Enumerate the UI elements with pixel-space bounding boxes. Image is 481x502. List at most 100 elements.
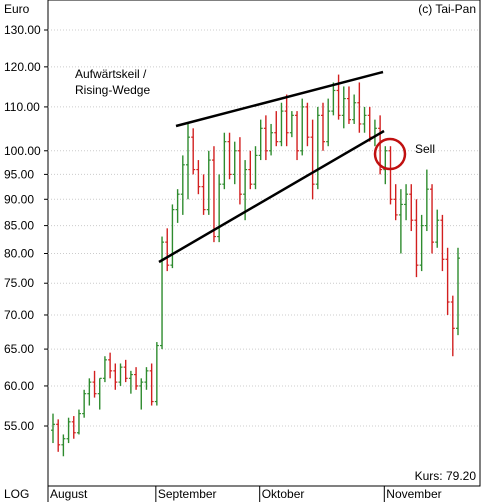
- ohlc-bar: [128, 370, 133, 394]
- ohlc-bar: [295, 111, 300, 161]
- ohlc-bar: [414, 199, 419, 278]
- sell-signal-label: Sell: [415, 142, 435, 156]
- ohlc-bar: [398, 189, 403, 254]
- lower-wedge-trendline: [158, 129, 385, 264]
- upper-wedge-trendline: [175, 70, 384, 128]
- ohlc-bar: [404, 184, 409, 221]
- ohlc-bar: [196, 160, 201, 195]
- ohlc-bar: [310, 119, 315, 200]
- ohlc-bar: [253, 146, 258, 190]
- ohlc-bar: [269, 123, 274, 156]
- month-label: Oktober: [262, 487, 305, 501]
- ohlc-bar: [383, 146, 388, 185]
- ohlc-bar: [315, 106, 320, 190]
- ohlc-bar: [222, 132, 227, 190]
- ohlc-bar: [440, 214, 445, 272]
- ohlc-bar: [92, 370, 97, 398]
- plot-frame: [47, 0, 481, 487]
- ohlc-bar: [82, 389, 87, 418]
- scale-label: LOG: [4, 487, 29, 501]
- y-tick-label: 90.00: [4, 192, 34, 206]
- ohlc-bar: [170, 204, 175, 269]
- ohlc-bar: [388, 146, 393, 205]
- ohlc-bar: [419, 214, 424, 272]
- ohlc-bar: [102, 356, 107, 383]
- ohlc-bar: [331, 82, 336, 116]
- ohlc-bar: [357, 82, 362, 133]
- copyright-label: (c) Tai-Pan: [418, 2, 476, 16]
- pattern-title-line1: Aufwärtskeil /: [75, 67, 147, 81]
- ohlc-bar: [180, 155, 185, 215]
- ohlc-bar: [450, 295, 455, 357]
- month-label: November: [386, 487, 441, 501]
- month-label: August: [50, 487, 88, 501]
- ohlc-bar: [336, 74, 341, 120]
- y-tick-label: 95.00: [4, 167, 34, 181]
- grid-lines: [48, 29, 480, 427]
- ohlc-bar: [227, 132, 232, 180]
- y-tick-label: 55.00: [4, 419, 34, 433]
- ohlc-bar: [284, 94, 289, 147]
- y-tick-label: 120.00: [4, 60, 41, 74]
- x-axis-ticks: August September Oktober November: [47, 486, 442, 502]
- ohlc-bar: [134, 367, 139, 390]
- ohlc-bar: [352, 94, 357, 124]
- ohlc-bar: [456, 247, 460, 336]
- ohlc-bar: [71, 416, 76, 439]
- ohlc-bar: [87, 378, 92, 406]
- ohlc-bar: [118, 363, 123, 386]
- ohlc-bar: [409, 184, 414, 232]
- ohlc-bar: [424, 169, 429, 232]
- ohlc-bar: [289, 111, 294, 138]
- ohlc-bar: [61, 434, 66, 457]
- ohlc-bar: [97, 377, 102, 410]
- ohlc-bar: [66, 417, 71, 444]
- ohlc-bar: [160, 236, 165, 350]
- ohlc-bar: [211, 146, 216, 243]
- ohlc-bar: [300, 98, 305, 156]
- y-tick-label: 100.00: [4, 144, 41, 158]
- ohlc-bar: [165, 228, 170, 272]
- pattern-title-line2: Rising-Wedge: [75, 83, 150, 97]
- month-label: September: [158, 487, 217, 501]
- ohlc-bar: [243, 160, 248, 221]
- ohlc-bar: [144, 367, 149, 390]
- ohlc-bar: [154, 342, 159, 406]
- ohlc-bar: [346, 86, 351, 124]
- y-axis-ticks: 130.00 120.00 110.00 100.00 95.00 90.00 85.00 8…: [4, 23, 48, 433]
- ohlc-bar: [435, 209, 440, 248]
- ohlc-bars: [51, 74, 460, 457]
- y-tick-label: 60.00: [4, 379, 34, 393]
- ohlc-bar: [201, 174, 206, 215]
- ohlc-bar: [232, 141, 237, 185]
- ohlc-bar: [76, 409, 81, 435]
- sell-signal-circle: [373, 137, 407, 171]
- ohlc-bar: [149, 363, 154, 406]
- ohlc-bar: [279, 102, 284, 147]
- ohlc-bar: [56, 419, 61, 452]
- ohlc-bar: [123, 359, 128, 383]
- ohlc-bar: [341, 86, 346, 129]
- ohlc-bar: [274, 111, 279, 147]
- ohlc-bar: [430, 184, 435, 254]
- currency-label: Euro: [4, 2, 30, 16]
- y-tick-label: 130.00: [4, 23, 41, 37]
- y-tick-label: 110.00: [4, 100, 40, 114]
- ohlc-bar: [305, 102, 310, 147]
- ohlc-bar: [175, 189, 180, 223]
- ohlc-bar: [258, 119, 263, 161]
- last-price-label: Kurs: 79.20: [415, 469, 477, 483]
- ohlc-bar: [108, 352, 113, 379]
- ohlc-bar: [393, 184, 398, 221]
- ohlc-bar: [362, 106, 367, 133]
- ohlc-bar: [248, 150, 253, 190]
- ohlc-bar: [139, 378, 144, 410]
- ohlc-bar: [191, 128, 196, 175]
- ohlc-bar: [51, 413, 55, 444]
- ohlc-bar: [263, 115, 268, 161]
- y-tick-label: 65.00: [4, 342, 34, 356]
- ohlc-bar: [445, 247, 450, 315]
- ohlc-bar: [321, 102, 325, 151]
- y-tick-label: 80.00: [4, 247, 34, 261]
